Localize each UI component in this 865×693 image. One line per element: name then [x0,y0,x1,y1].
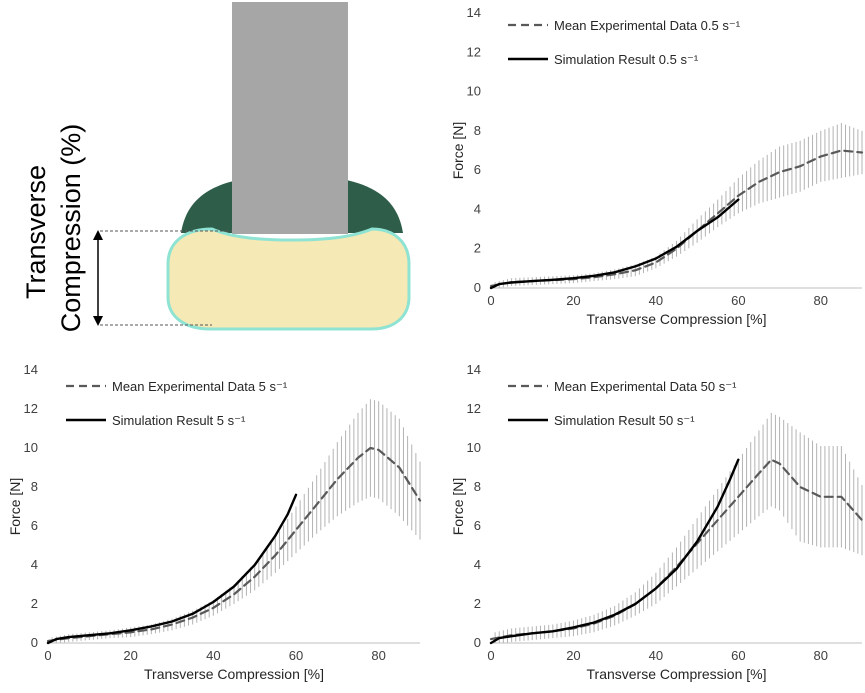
x-tick-label: 60 [731,293,745,308]
simulation-series [46,493,298,645]
y-tick-label: 14 [467,362,481,377]
chart-top-right: 0 2 4 6 8 10 12 14 0 20 40 60 80 Transverse Compressi… [450,5,864,327]
error-bars [494,123,863,288]
dim-arrow-head-bottom [93,316,103,326]
chart-bottom-right: 0 2 4 6 8 10 12 14 0 20 40 60 80 Transverse Compressi… [450,362,864,682]
chart-bottom-left: 0 2 4 6 8 10 12 14 0 20 40 60 80 Transverse Compressi… [7,362,422,682]
y-tick-label: 4 [474,201,481,216]
legend: Mean Experimental Data 5 s⁻¹ Simulation R… [66,379,288,428]
y-axis-title: Force [N] [450,478,466,536]
legend: Mean Experimental Data 50 s⁻¹ Simulation … [508,379,737,428]
error-bars [51,399,421,643]
y-tick-label: 8 [31,479,38,494]
x-tick-label: 20 [123,648,137,663]
y-tick-label: 4 [31,557,38,572]
y-tick-label: 6 [474,518,481,533]
x-tick-label: 60 [289,648,303,663]
y-tick-label: 6 [31,518,38,533]
x-tick-label: 40 [206,648,220,663]
dim-arrow-head-top [93,230,103,240]
x-tick-label: 0 [487,293,494,308]
compression-diagram: Transverse Compression (%) [21,2,411,333]
legend-label: Mean Experimental Data 5 s⁻¹ [112,379,288,394]
diagram-label-line1: Transverse [21,165,51,299]
indenter-block [232,2,348,234]
legend-label: Mean Experimental Data 0.5 s⁻¹ [554,18,741,33]
simulation-line [489,198,740,290]
legend-label: Simulation Result 5 s⁻¹ [112,413,246,428]
y-axis-title: Force [N] [7,478,23,536]
diagram-label-line2: Compression (%) [56,124,86,333]
y-tick-label: 12 [467,401,481,416]
x-axis-title: Transverse Compression [%] [144,666,324,682]
specimen-body [166,227,411,331]
y-tick-label: 10 [24,440,38,455]
y-tick-label: 14 [467,5,481,20]
x-tick-label: 80 [371,648,385,663]
y-tick-label: 12 [24,401,38,416]
y-tick-label: 10 [467,84,481,99]
experimental-mean-line [46,446,422,643]
x-tick-label: 60 [731,648,745,663]
experimental-series [489,123,864,288]
x-tick-label: 80 [814,648,828,663]
x-tick-label: 40 [649,293,663,308]
y-tick-label: 0 [474,280,481,295]
legend-label: Simulation Result 50 s⁻¹ [554,413,695,428]
x-tick-label: 40 [649,648,663,663]
x-tick-label: 20 [566,293,580,308]
x-tick-label: 80 [814,293,828,308]
legend-label: Mean Experimental Data 50 s⁻¹ [554,379,737,394]
x-axis-title: Transverse Compression [%] [587,311,767,327]
y-tick-label: 8 [474,479,481,494]
y-tick-label: 0 [31,635,38,650]
simulation-line [489,458,740,645]
y-tick-label: 6 [474,162,481,177]
x-tick-label: 20 [566,648,580,663]
y-tick-label: 14 [24,362,38,377]
simulation-series [489,458,740,645]
legend-label: Simulation Result 0.5 s⁻¹ [554,52,699,67]
experimental-series [489,412,864,643]
simulation-series [489,198,740,290]
x-tick-label: 0 [44,648,51,663]
y-tick-label: 2 [474,241,481,256]
simulation-line [46,493,298,645]
y-tick-label: 10 [467,440,481,455]
y-tick-label: 8 [474,123,481,138]
x-axis-title: Transverse Compression [%] [587,666,767,682]
x-tick-label: 0 [487,648,494,663]
y-axis-title: Force [N] [450,122,466,180]
experimental-mean-line [489,149,864,288]
legend: Mean Experimental Data 0.5 s⁻¹ Simulation… [508,18,741,67]
y-tick-label: 0 [474,635,481,650]
y-tick-label: 4 [474,557,481,572]
y-tick-label: 2 [31,596,38,611]
y-tick-label: 2 [474,596,481,611]
experimental-series [46,399,422,643]
error-bars [494,412,863,643]
y-tick-label: 12 [467,44,481,59]
